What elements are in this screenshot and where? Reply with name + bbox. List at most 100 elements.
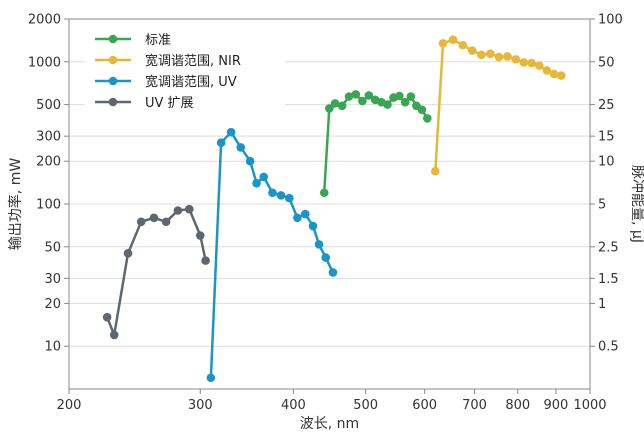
series-line (209, 130, 335, 379)
data-point (252, 178, 261, 188)
data-point (400, 97, 410, 107)
legend-swatch-marker (108, 76, 118, 86)
y-right-tick-label: 1 (598, 297, 606, 312)
data-point (337, 101, 347, 111)
data-point (259, 172, 269, 182)
y-right-tick-label: 2.5 (598, 240, 619, 255)
data-point (206, 373, 216, 383)
x-tick-label: 500 (353, 398, 378, 413)
data-point (102, 312, 112, 322)
y-right-tick-label: 50 (598, 55, 615, 70)
data-point (308, 221, 318, 231)
legend-entry-label: 宽调谐范围, NIR (145, 53, 241, 69)
data-point (511, 55, 521, 64)
data-point (109, 330, 119, 340)
y-left-tick-label: 300 (36, 130, 61, 145)
data-point (226, 127, 236, 137)
legend-entry-label: 宽调谐范围, UV (145, 74, 237, 90)
data-point (285, 193, 294, 203)
y-left-tick-label: 50 (44, 240, 61, 255)
data-point (542, 66, 552, 75)
data-point (293, 213, 302, 223)
data-point (351, 90, 361, 99)
data-point (276, 191, 286, 200)
data-point (358, 96, 367, 106)
y-right-tick-label: 25 (598, 98, 615, 113)
data-point (364, 91, 374, 100)
y-left-tick-label: 100 (36, 198, 61, 213)
series-1 (430, 35, 566, 176)
series-2 (206, 127, 338, 383)
data-point (300, 209, 310, 219)
legend-entry-label: UV 扩展 (145, 96, 194, 111)
y-left-tick-label: 10 (44, 340, 61, 355)
legend-entry-label: 标准 (145, 33, 171, 48)
legend-swatch-marker (108, 34, 118, 44)
y-right-tick-label: 15 (598, 130, 615, 145)
data-point (423, 114, 432, 123)
y-left-tick-label: 1000 (28, 55, 61, 70)
data-point (344, 92, 354, 101)
y-right-tick-label: 1.5 (598, 272, 619, 287)
legend-background (85, 25, 285, 119)
series-line (105, 207, 207, 337)
x-tick-label: 200 (57, 398, 82, 413)
data-point (556, 71, 566, 80)
data-point (201, 256, 210, 265)
data-point (161, 217, 171, 227)
data-point (527, 58, 536, 68)
data-point (149, 213, 159, 223)
data-point (549, 69, 559, 79)
data-point (268, 188, 277, 198)
data-point (503, 52, 512, 61)
y-left-tick-label: 2000 (28, 13, 61, 28)
y-right-tick-label: 0.5 (598, 340, 619, 355)
x-tick-label: 400 (281, 398, 306, 413)
data-point (319, 188, 329, 198)
axes: 200 300 400 500 600 700 800 900 1000 10 20 30 50 100 2… (7, 13, 644, 433)
series-layer (102, 35, 566, 383)
series-3 (102, 204, 210, 340)
y-right-tick-label: 100 (598, 13, 623, 28)
data-point (195, 231, 205, 240)
data-point (383, 100, 392, 109)
data-point (328, 268, 338, 277)
y-left-axis-label: 输出功率, mW (7, 158, 24, 251)
data-point (245, 156, 255, 166)
data-point (395, 91, 404, 101)
data-point (430, 166, 440, 176)
data-point (467, 46, 477, 55)
data-point (486, 49, 495, 59)
y-right-tick-label: 10 (598, 155, 615, 170)
legend-swatch-marker (108, 97, 118, 107)
data-point (494, 52, 504, 62)
data-point (477, 50, 486, 60)
data-point (136, 217, 146, 227)
y-left-tick-label: 200 (36, 155, 61, 170)
data-point (321, 253, 331, 262)
data-point (325, 104, 334, 113)
x-tick-label: 700 (462, 398, 487, 413)
x-tick-label: 900 (543, 398, 568, 413)
data-point (406, 92, 416, 101)
x-tick-label: 800 (505, 398, 530, 413)
data-point (519, 58, 529, 67)
series-0 (319, 90, 432, 198)
y-right-axis-label: 脉冲能量, µJ (629, 165, 644, 243)
data-point (438, 38, 448, 48)
data-point (184, 204, 194, 214)
x-axis-label: 波长, nm (300, 416, 359, 432)
data-point (173, 206, 183, 215)
data-point (458, 40, 468, 50)
data-point (123, 249, 133, 258)
x-tick-label: 300 (188, 398, 213, 413)
x-tick-label: 1000 (573, 398, 606, 413)
x-tick-label: 600 (412, 398, 437, 413)
data-point (330, 99, 340, 108)
y-right-tick-label: 5 (598, 198, 606, 213)
data-point (216, 138, 226, 147)
y-left-tick-label: 30 (44, 272, 61, 287)
